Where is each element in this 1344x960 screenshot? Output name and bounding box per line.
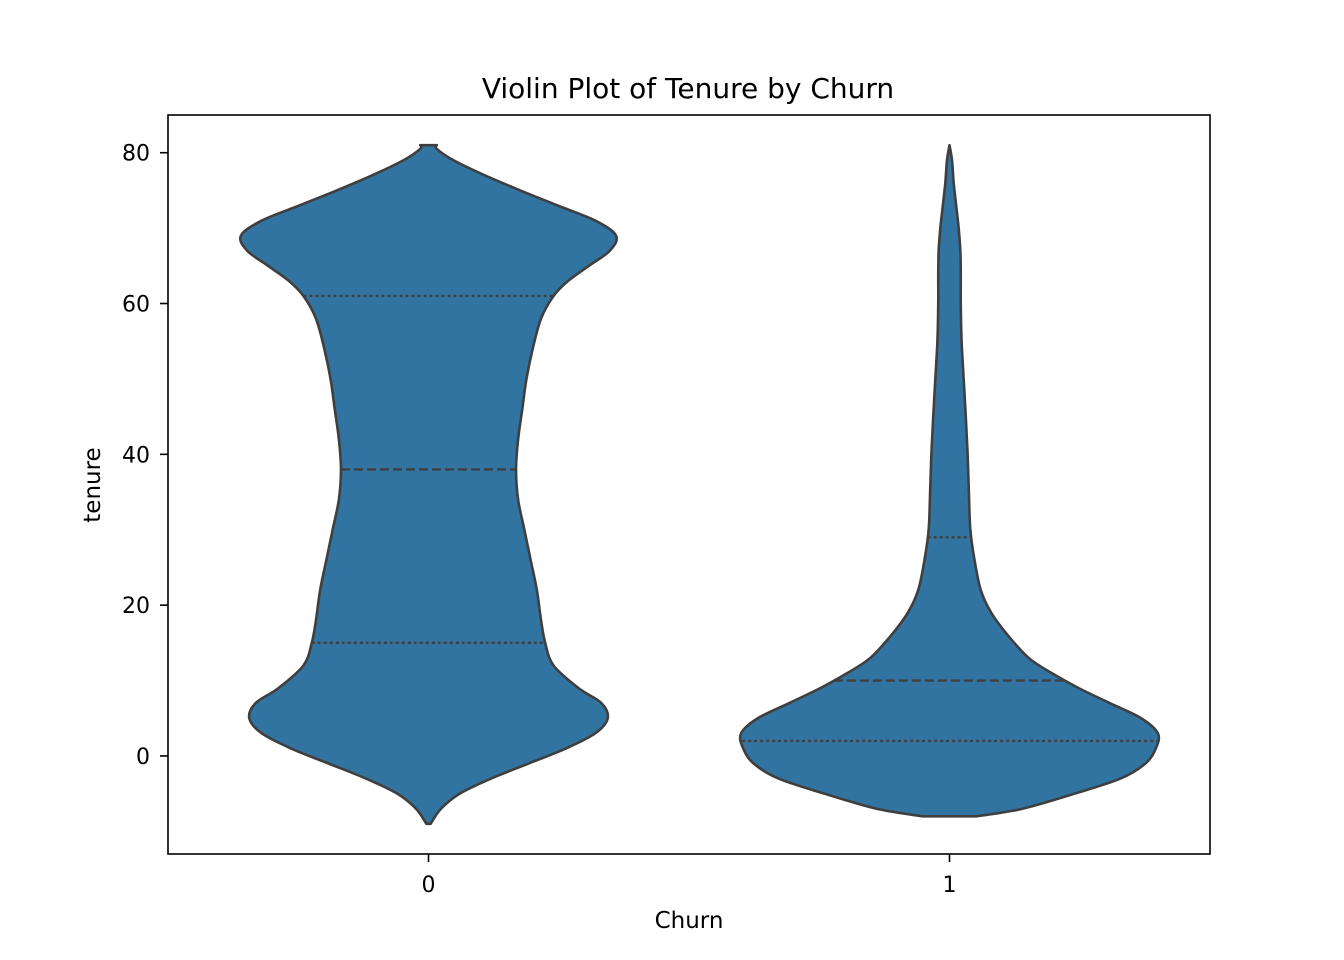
axes-frame (167, 114, 1211, 855)
x-tick-label: 0 (422, 873, 436, 898)
y-tick-label: 20 (122, 594, 150, 619)
y-axis: 0 20 40 60 80 (122, 142, 168, 770)
violin-body-1 (738, 143, 1161, 818)
y-tick-label: 80 (122, 142, 150, 167)
violin-body-0 (238, 143, 619, 826)
y-tick-label: 40 (122, 443, 150, 468)
y-tick-label: 0 (136, 745, 150, 770)
x-tick-label: 1 (943, 873, 957, 898)
chart-title: Violin Plot of Tenure by Churn (482, 72, 894, 105)
x-axis-label: Churn (655, 908, 724, 934)
plot-area (238, 143, 1161, 826)
y-tick-label: 60 (122, 293, 150, 318)
y-axis-label: tenure (80, 447, 106, 522)
